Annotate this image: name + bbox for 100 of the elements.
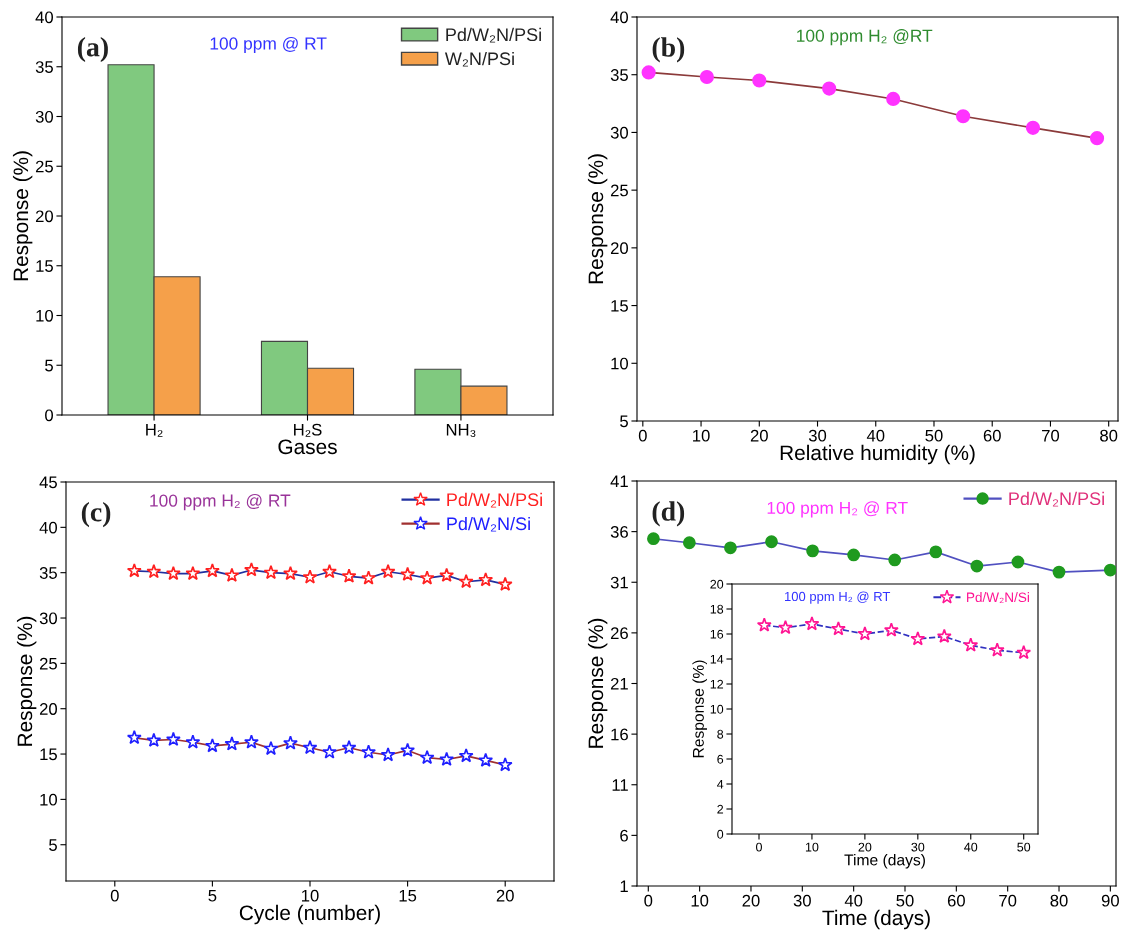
annotation: (b) (652, 37, 685, 63)
y-tick-label: 14 (710, 654, 724, 664)
y-tick-label: 41 (610, 475, 628, 488)
y-tick-label: 20 (39, 703, 58, 715)
y-tick-label: 6 (717, 754, 724, 764)
point (956, 109, 971, 124)
point (929, 545, 943, 559)
y-tick-label: 10 (710, 704, 724, 714)
x-axis-title: Time (days) (822, 909, 930, 930)
point (497, 576, 513, 591)
point (185, 565, 201, 581)
annotation: 100 ppm H₂ @ RT (785, 591, 891, 604)
annotation: (a) (77, 36, 108, 63)
point (224, 567, 240, 582)
y-axis-title: Response (%) (16, 616, 37, 746)
x-tick-label: 40 (866, 429, 885, 442)
point (341, 568, 357, 583)
y-tick-label: 11 (612, 779, 628, 791)
point (641, 65, 656, 80)
x-tick-label: 60 (983, 429, 1001, 442)
point (804, 616, 820, 631)
y-tick-label: 20 (35, 210, 54, 223)
point (1089, 131, 1105, 146)
x-tick-label: 50 (925, 429, 943, 442)
x-tick-label: 20 (858, 842, 872, 852)
x-tick-label: 20 (496, 889, 514, 902)
point (752, 73, 767, 88)
x-tick-label: 0 (756, 842, 762, 852)
point (989, 642, 1005, 657)
legend-label: Pd/W₂N/PSi (447, 492, 542, 508)
y-tick-label: 36 (610, 526, 628, 538)
y-tick-label: 25 (35, 160, 53, 173)
x-tick-label: 5 (208, 889, 217, 902)
point (883, 622, 899, 637)
y-tick-label: 20 (610, 242, 629, 255)
y-tick-label: 6 (620, 829, 628, 842)
point (497, 757, 513, 772)
x-tick-label: 30 (808, 429, 827, 442)
point (699, 69, 714, 85)
y-tick-label: 0 (45, 409, 54, 422)
point (204, 738, 220, 753)
point (361, 744, 376, 759)
point (1016, 644, 1032, 660)
x-tick-label: 40 (844, 894, 863, 907)
point (724, 541, 737, 555)
y-tick-label: 45 (39, 476, 57, 489)
x-tick-label: 50 (1017, 842, 1031, 852)
point (244, 562, 259, 577)
point (886, 91, 901, 107)
point (478, 752, 494, 767)
y-tick-label: 10 (40, 793, 58, 806)
x-tick-label: 30 (793, 894, 811, 907)
point (283, 735, 298, 750)
x-tick-label: 30 (911, 842, 925, 852)
y-tick-label: 16 (710, 629, 724, 639)
point (263, 740, 279, 756)
point (970, 559, 984, 573)
point (126, 729, 142, 745)
y-axis-title: Response (%) (587, 618, 608, 748)
point (936, 628, 952, 643)
legend-label: Pd/W₂N/PSi (1009, 491, 1104, 507)
point (806, 544, 819, 558)
point (478, 572, 494, 587)
y-tick-label: 16 (611, 728, 628, 741)
point (910, 631, 926, 646)
x-tick-label: 0 (110, 889, 119, 902)
y-tick-label: 35 (39, 567, 57, 579)
y-tick-label: 15 (611, 300, 628, 312)
point (458, 748, 474, 763)
y-tick-label: 30 (39, 612, 58, 625)
y-axis-title: Response (%) (12, 151, 33, 281)
x-axis-title: Gases (278, 439, 337, 455)
point (847, 548, 861, 562)
x-tick-label: 10 (302, 889, 319, 902)
y-tick-label: 1 (620, 880, 628, 893)
point (756, 617, 772, 632)
point (1103, 563, 1116, 577)
point (822, 81, 837, 96)
x-tick-label: H₂ (146, 423, 163, 437)
point (302, 739, 318, 755)
point (322, 744, 337, 759)
point (185, 734, 201, 749)
y-tick-label: 8 (717, 729, 724, 739)
y-tick-label: 35 (610, 69, 628, 81)
point (765, 535, 778, 549)
x-tick-label: 60 (947, 894, 965, 907)
x-tick-label: 10 (691, 894, 709, 907)
point (204, 563, 220, 578)
point (341, 739, 357, 755)
point (146, 732, 162, 747)
x-tick-label: NH₃ (446, 423, 476, 437)
x-axis-title: Relative humidity (%) (780, 444, 975, 465)
x-tick-label: H₂S (294, 423, 322, 437)
y-tick-label: 12 (710, 679, 724, 689)
point (458, 573, 474, 589)
point (283, 565, 298, 581)
point (263, 564, 279, 580)
x-axis-title: Time (days) (844, 853, 925, 869)
x-tick-label: 10 (693, 429, 710, 442)
x-tick-label: 15 (399, 889, 417, 902)
